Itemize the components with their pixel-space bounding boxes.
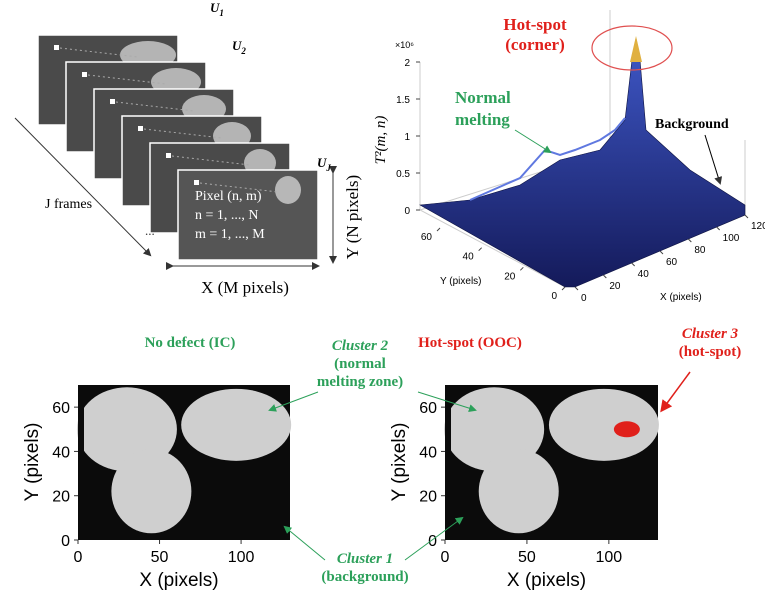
z-scale: ×10⁶ [395, 40, 414, 50]
pixel-marker [194, 180, 199, 185]
x-tick [717, 227, 720, 230]
x-tick-label: 100 [723, 233, 740, 244]
frame-label: UJ [317, 155, 331, 173]
y-tick-label: 20 [52, 489, 70, 506]
y-tick-label: 40 [419, 444, 437, 461]
x-tick [660, 251, 663, 254]
x-tick [603, 275, 606, 278]
cluster2-label: Cluster 2 [332, 338, 389, 354]
x-label: X (M pixels) [201, 278, 289, 297]
plot-title: No defect (IC) [145, 335, 236, 351]
cluster3-label: Cluster 3 [682, 326, 739, 342]
frames: U1 U2 UJ J frames... Pixel (n, m) n = 1, ...,… [38, 0, 362, 297]
frames-label: J frames [45, 197, 92, 212]
x-tick-label: 20 [609, 281, 621, 292]
cluster3-arrow [662, 372, 690, 410]
x-tick-label: 100 [228, 549, 255, 566]
y-label: Y (pixels) [440, 276, 482, 287]
z-tick-label: 1.5 [396, 95, 410, 106]
pixel-text: m = 1, ..., M [195, 227, 265, 242]
x-tick-label: 0 [581, 293, 587, 304]
hot-spot-label: (corner) [505, 35, 564, 54]
background-arrow [705, 135, 720, 183]
y-tick-label: 0 [61, 533, 70, 550]
cluster2-label: melting zone) [317, 374, 403, 390]
x-label: X (pixels) [660, 292, 702, 303]
normal-arrow [515, 130, 550, 152]
frame-glow [275, 176, 301, 204]
cluster1-arrow [285, 527, 325, 560]
x-tick [745, 215, 748, 218]
y-tick-label: 60 [419, 400, 437, 417]
cluster3-label: (hot-spot) [679, 344, 742, 360]
pixel-text: Pixel (n, m) [195, 189, 262, 204]
normal-label: Normal [455, 88, 511, 107]
y-label: Y (pixels) [22, 423, 43, 502]
pixel-marker [54, 45, 59, 50]
frame-subscript: 2 [240, 46, 246, 56]
cluster-blob [181, 389, 291, 461]
z-tick-label: 0 [404, 206, 410, 217]
y-label: Y (N pixels) [343, 175, 362, 259]
frame-subscript: J [325, 163, 331, 173]
x-tick-label: 40 [638, 269, 650, 280]
y-tick [520, 267, 523, 270]
x-tick-label: 120 [751, 221, 765, 232]
cluster-maps: 0 50 100 0 20 40 60 X (pixels) Y (pixels) No defe… [22, 326, 741, 591]
y-label: Y (pixels) [389, 423, 410, 502]
y-tick-label: 0 [551, 291, 557, 302]
peak-tip [630, 36, 642, 62]
y-tick [479, 248, 482, 251]
pixel-marker [138, 126, 143, 131]
cluster-blob [111, 449, 191, 533]
x-tick-label: 60 [666, 257, 678, 268]
z-tick-label: 0.5 [396, 169, 410, 180]
left-edge [78, 385, 84, 540]
hot-spot-label: Hot-spot [503, 15, 567, 34]
left-edge [445, 385, 451, 540]
cluster-blob [549, 389, 659, 461]
normal-label: melting [455, 110, 510, 129]
y-tick-label: 20 [419, 489, 437, 506]
y-tick [562, 287, 565, 290]
y-tick-label: 40 [52, 444, 70, 461]
z-tick-label: 2 [404, 58, 410, 69]
pixel-marker [110, 99, 115, 104]
cluster-blob [479, 449, 559, 533]
x-tick-label: 80 [694, 245, 706, 256]
y-tick-label: 60 [52, 400, 70, 417]
x-label: X (pixels) [507, 570, 586, 591]
y-tick [437, 228, 440, 231]
plot-title: Hot-spot (OOC) [418, 335, 522, 351]
x-tick-label: 100 [595, 549, 622, 566]
x-tick-label: 0 [74, 549, 83, 566]
pixel-marker [82, 72, 87, 77]
x-tick [575, 287, 578, 290]
x-tick-label: 50 [151, 549, 169, 566]
frame-label: U1 [210, 0, 224, 18]
x-label: X (pixels) [139, 570, 218, 591]
z-tick-label: 1 [404, 132, 410, 143]
y-tick-label: 60 [421, 232, 433, 243]
surface-plot: 0 0.5 1 1.5 2 ×10⁶ T²(m, n) 0 20 40 60 0 20 40 60 80 100… [373, 10, 765, 304]
y-tick-label: 20 [504, 271, 516, 282]
cluster1-label: Cluster 1 [337, 551, 393, 567]
figure: U1 U2 UJ J frames... Pixel (n, m) n = 1, ...,… [0, 0, 765, 593]
cluster1-label: (background) [321, 569, 408, 585]
cluster2-label: (normal [334, 356, 386, 372]
hot-spot-cluster [614, 421, 640, 437]
frame-label: U2 [232, 38, 246, 56]
background-label: Background [655, 117, 729, 132]
x-tick-label: 50 [518, 549, 536, 566]
x-tick-label: 0 [441, 549, 450, 566]
pixel-marker [166, 153, 171, 158]
x-tick [632, 263, 635, 266]
x-tick [688, 239, 691, 242]
frame-subscript: 1 [219, 8, 224, 18]
pixel-text: n = 1, ..., N [195, 208, 259, 223]
ellipsis: ... [145, 223, 155, 238]
y-tick-label: 40 [463, 252, 475, 263]
z-label: T²(m, n) [373, 116, 389, 165]
